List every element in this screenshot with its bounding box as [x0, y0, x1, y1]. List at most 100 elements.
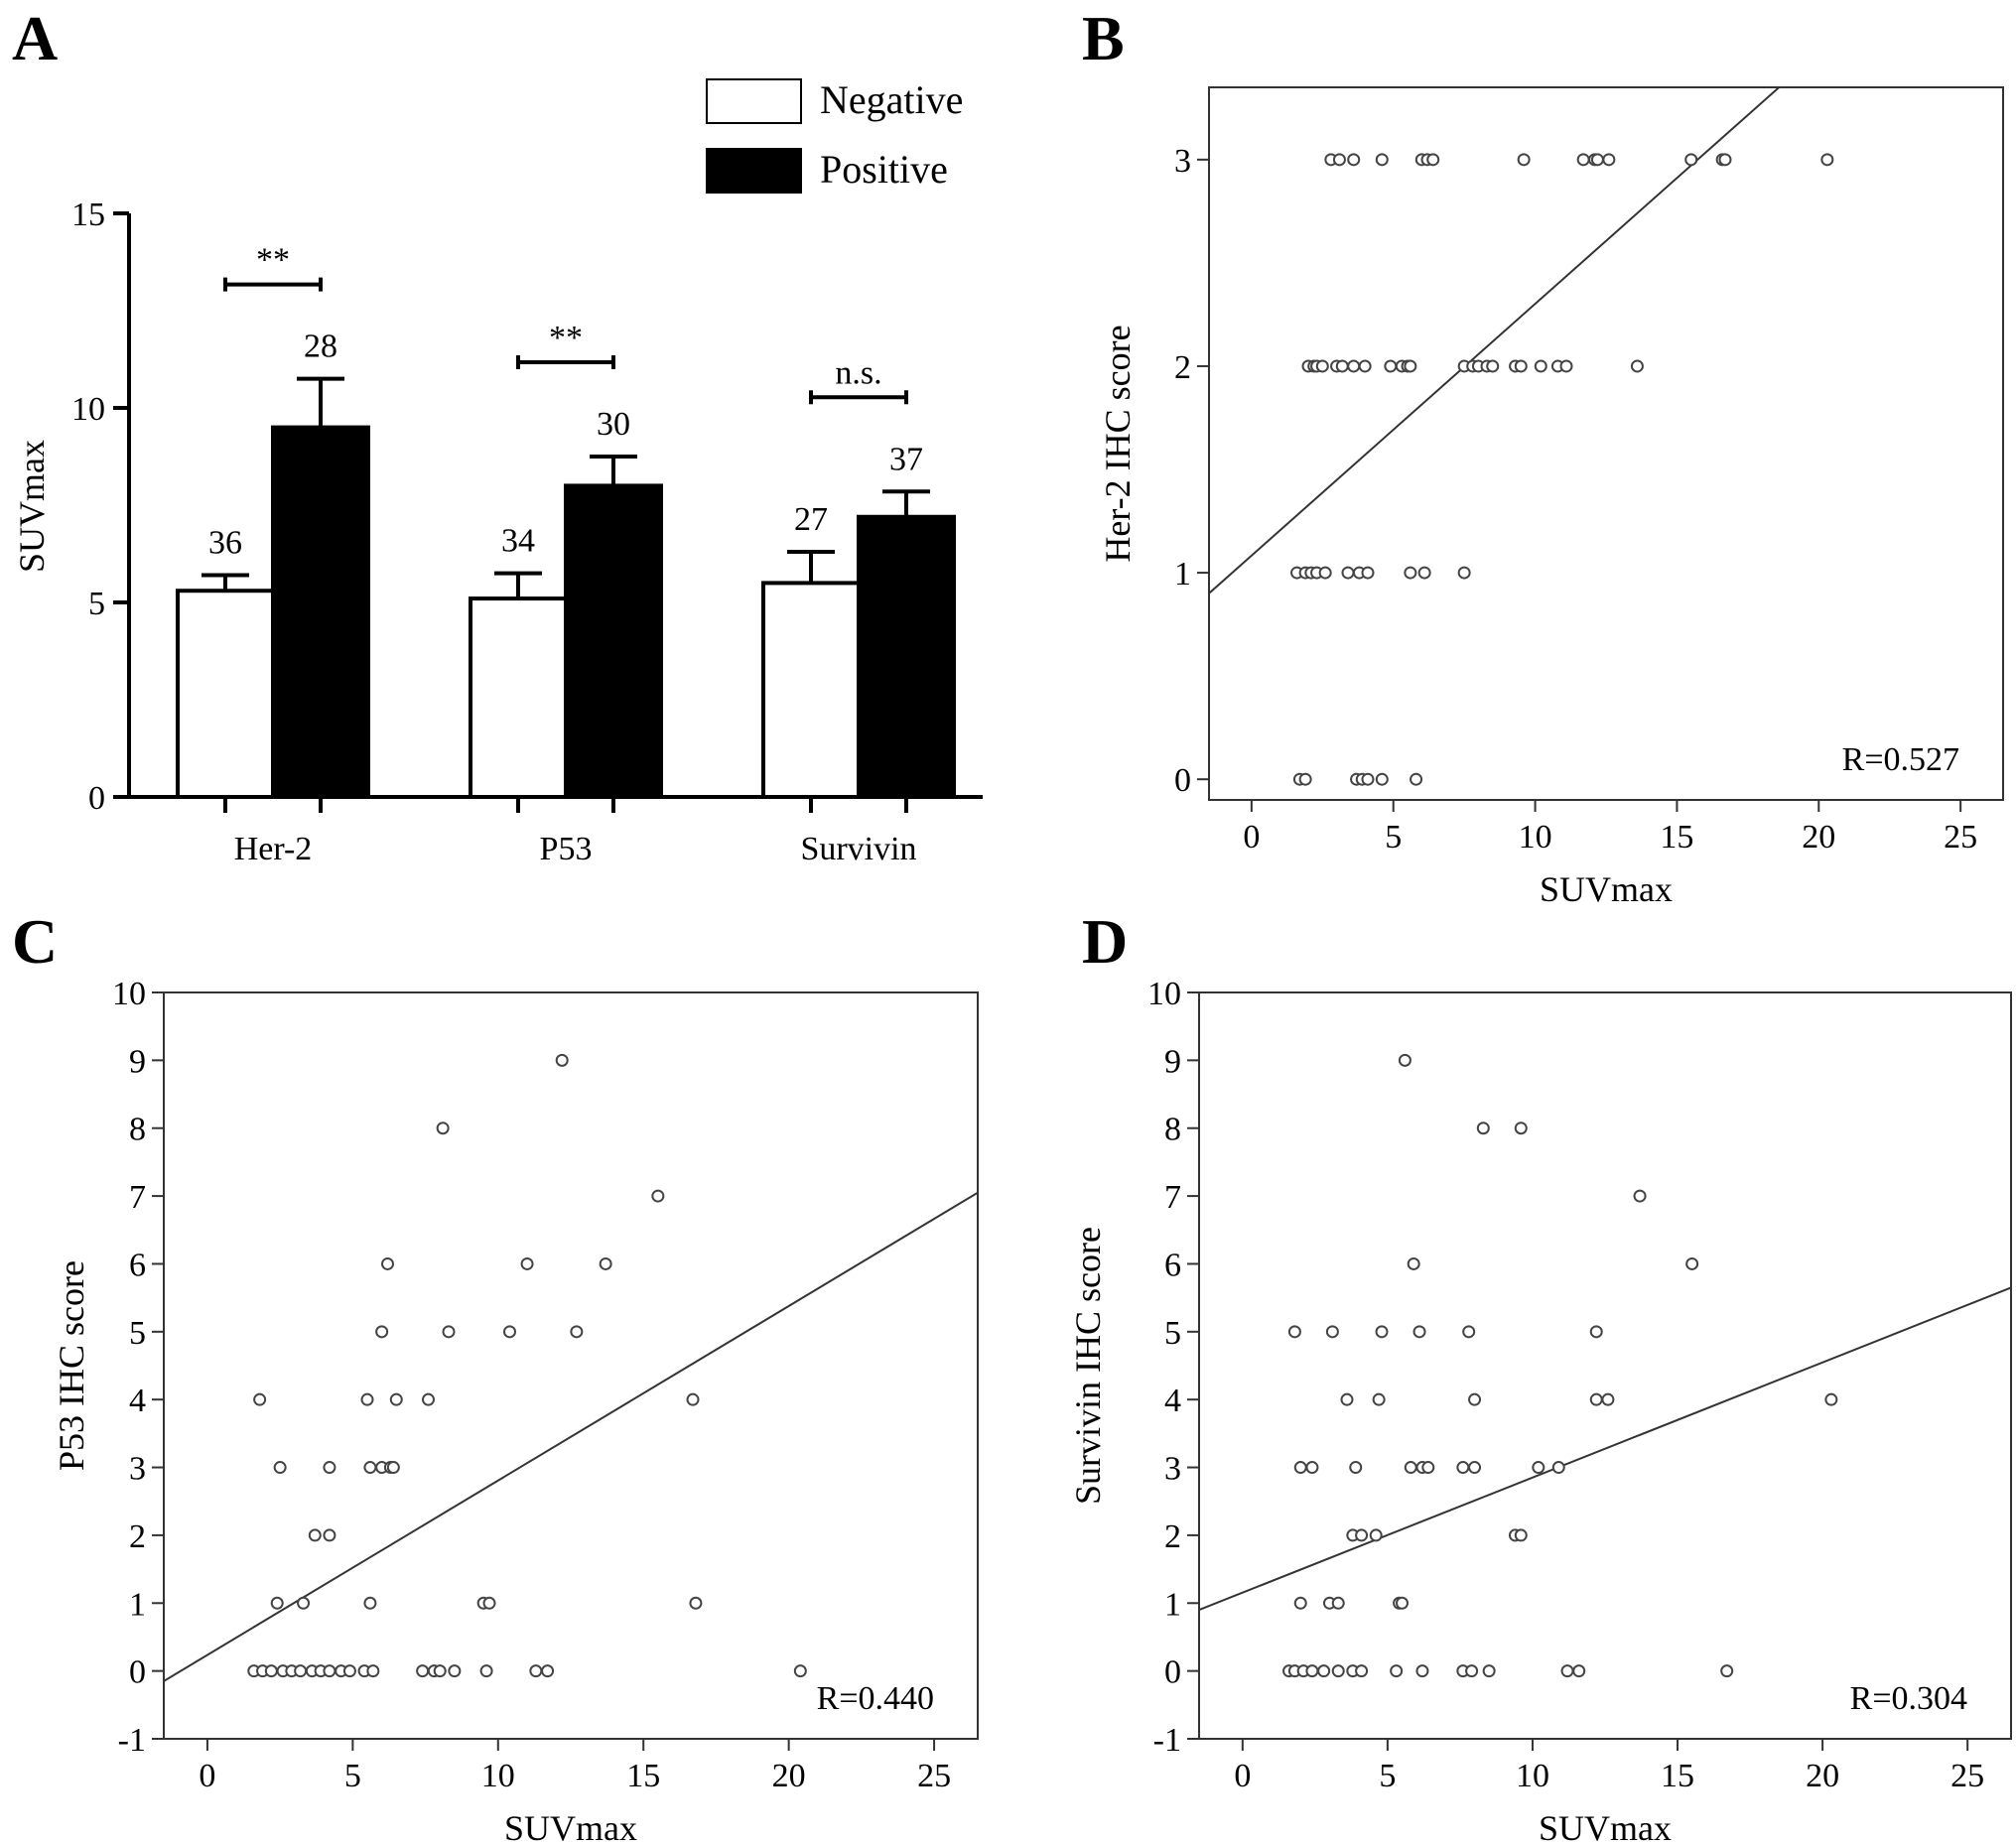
- panel-label-c: C: [12, 906, 58, 977]
- x-tick-label: 10: [481, 1758, 515, 1794]
- regression-line: [164, 1191, 978, 1682]
- data-point: [1602, 153, 1616, 167]
- y-tick-label: 0: [129, 1654, 146, 1691]
- data-point: [1287, 1325, 1301, 1339]
- data-point: [1457, 566, 1471, 580]
- y-tick-label: 6: [1164, 1247, 1181, 1283]
- data-point: [264, 1664, 278, 1678]
- y-tick-label: 1: [129, 1586, 146, 1623]
- data-point: [323, 1461, 336, 1475]
- y-tick-label: 4: [1164, 1383, 1181, 1419]
- data-point: [294, 1664, 308, 1678]
- x-tick-label: 5: [344, 1758, 361, 1794]
- panel-label-d: D: [1082, 906, 1128, 977]
- data-point: [1514, 1121, 1528, 1135]
- x-axis-title: SUVmax: [504, 1808, 637, 1845]
- x-tick-label: 20: [1802, 819, 1835, 856]
- data-point: [1820, 153, 1834, 167]
- data-point: [422, 1392, 435, 1406]
- data-point: [1589, 1392, 1603, 1406]
- legend-swatch-negative: [706, 78, 802, 124]
- bar-positive: [271, 425, 370, 799]
- data-point: [1684, 153, 1698, 167]
- data-point: [1361, 772, 1375, 786]
- x-tick-label: 0: [1234, 1758, 1251, 1794]
- data-point: [1347, 153, 1361, 167]
- x-tick-label: 25: [1944, 819, 1977, 856]
- data-point: [1410, 772, 1423, 786]
- y-tick-label: 3: [129, 1451, 146, 1488]
- data-point: [1332, 153, 1346, 167]
- correlation-label: R=0.304: [1850, 1680, 1967, 1717]
- x-tick-label: 5: [1379, 1758, 1396, 1794]
- data-point: [1685, 1256, 1699, 1270]
- data-point: [297, 1596, 311, 1610]
- data-point: [1375, 772, 1389, 786]
- x-tick-label: 15: [1661, 1758, 1694, 1794]
- data-point: [389, 1392, 403, 1406]
- y-tick-label: 4: [129, 1383, 146, 1419]
- y-tick-label: 10: [71, 391, 105, 428]
- y-tick-label: 6: [129, 1247, 146, 1283]
- data-point: [541, 1664, 555, 1678]
- data-point: [1421, 1461, 1435, 1475]
- data-point: [482, 1596, 496, 1610]
- data-point: [386, 1461, 400, 1475]
- bar-count-label: 36: [208, 525, 242, 562]
- correlation-label: R=0.527: [1842, 741, 1959, 778]
- data-point: [1404, 359, 1417, 373]
- x-tick-label: Her-2: [234, 831, 313, 867]
- data-point: [1335, 359, 1349, 373]
- y-tick-label: 8: [1164, 1112, 1181, 1148]
- data-point: [1468, 1392, 1482, 1406]
- data-point: [1572, 1664, 1586, 1678]
- data-point: [1390, 1664, 1404, 1678]
- data-point: [1384, 359, 1398, 373]
- significance-label: n.s.: [835, 354, 881, 391]
- y-tick-label: 5: [1164, 1315, 1181, 1352]
- data-point: [1476, 1121, 1490, 1135]
- y-tick-label: 2: [1164, 1518, 1181, 1555]
- data-point: [1720, 1664, 1734, 1678]
- data-point: [1559, 359, 1573, 373]
- x-tick-label: 10: [1519, 819, 1552, 856]
- data-point: [1417, 566, 1431, 580]
- data-point: [342, 1664, 356, 1678]
- x-tick-label: 10: [1516, 1758, 1549, 1794]
- data-point: [1298, 772, 1312, 786]
- plot-frame: [1198, 991, 2012, 1740]
- bar-count-label: 27: [794, 501, 828, 538]
- data-point: [793, 1664, 807, 1678]
- data-point: [416, 1664, 430, 1678]
- bar-count-label: 28: [304, 329, 337, 365]
- y-tick-label: 10: [1147, 976, 1181, 1012]
- y-tick-label: 1: [1174, 556, 1191, 593]
- bar-positive: [857, 514, 956, 799]
- scatter-panel-c: 0 5 10 15 20 25 -1 0 1 2 3 4 5 6 7 8 9 10 SUVmax P53 IHC sc…: [52, 976, 979, 1845]
- data-point: [1534, 359, 1547, 373]
- data-point: [1590, 153, 1604, 167]
- data-point: [1465, 1664, 1479, 1678]
- data-point: [1633, 1189, 1647, 1203]
- data-point: [270, 1596, 284, 1610]
- x-tick-label: 0: [1243, 819, 1260, 856]
- x-tick-label: 25: [917, 1758, 951, 1794]
- bar-chart-panel-a: 0 5 10 15 SUVmax Her-2 36 28 ** P53 34 30 ** Survivin…: [12, 77, 983, 867]
- data-point: [1317, 1664, 1331, 1678]
- data-point: [381, 1256, 394, 1270]
- legend-label-positive: Positive: [820, 147, 948, 192]
- y-tick-label: 1: [1164, 1586, 1181, 1623]
- y-tick-label: 0: [88, 780, 105, 817]
- x-tick-label: Survivin: [800, 831, 916, 867]
- data-point: [363, 1461, 377, 1475]
- x-tick-label: 25: [1950, 1758, 1984, 1794]
- bar-count-label: 30: [597, 406, 630, 443]
- x-axis-title: SUVmax: [1540, 869, 1673, 909]
- data-point: [1486, 359, 1500, 373]
- y-tick-label: 9: [1164, 1043, 1181, 1080]
- data-point: [1426, 153, 1440, 167]
- data-point: [436, 1121, 450, 1135]
- x-tick-label: 0: [199, 1758, 215, 1794]
- data-point: [442, 1325, 456, 1339]
